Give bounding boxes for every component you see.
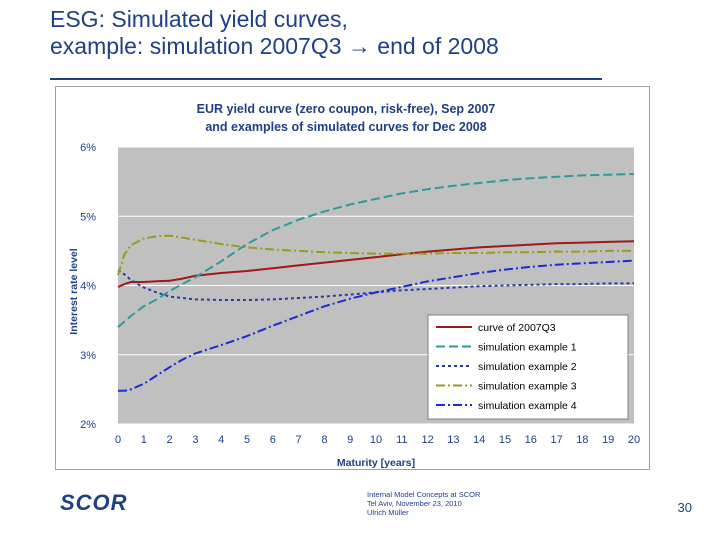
- x-tick-label: 19: [602, 434, 614, 446]
- x-tick-label: 7: [296, 434, 302, 446]
- series-lines: [117, 173, 635, 392]
- legend-label: simulation example 1: [478, 342, 577, 354]
- series-line-4: [117, 234, 634, 276]
- x-tick-label: 2: [167, 434, 173, 446]
- page-number: 30: [677, 500, 692, 515]
- x-tick-label: 10: [370, 434, 382, 446]
- x-tick-label: 0: [115, 434, 121, 446]
- legend-label: simulation example 4: [478, 400, 577, 412]
- x-tick-label: 1: [141, 434, 147, 446]
- series-line-1: [117, 240, 635, 288]
- scor-logo-text: SCOR: [60, 490, 128, 515]
- slide-title: ESG: Simulated yield curves, example: si…: [50, 6, 670, 60]
- y-tick-label: 5%: [80, 211, 96, 223]
- x-tick-label: 13: [447, 434, 459, 446]
- gridlines: [118, 146, 634, 425]
- y-tick-label: 2%: [80, 419, 96, 431]
- x-tick-label: 12: [421, 434, 433, 446]
- x-tick-label: 16: [525, 434, 537, 446]
- x-axis-title: Maturity [years]: [337, 457, 415, 469]
- y-axis-ticks: 2% 3% 4% 5% 6%: [80, 142, 96, 431]
- x-tick-label: 15: [499, 434, 511, 446]
- chart-title-line-1: EUR yield curve (zero coupon, risk-free)…: [197, 102, 496, 116]
- chart-frame: EUR yield curve (zero coupon, risk-free)…: [55, 86, 650, 470]
- x-tick-label: 17: [550, 434, 562, 446]
- chart-title-line-2: and examples of simulated curves for Dec…: [205, 120, 486, 134]
- slide-title-line-2: example: simulation 2007Q3 → end of 2008: [50, 33, 499, 59]
- footer-info: Internal Model Concepts at SCOR Tel Aviv…: [367, 490, 527, 517]
- series-line-3: [117, 269, 634, 301]
- y-tick-label: 6%: [80, 142, 96, 154]
- x-tick-label: 8: [321, 434, 327, 446]
- footer-line-2: Tel Aviv, November 23, 2010: [367, 499, 462, 508]
- x-tick-label: 3: [192, 434, 198, 446]
- title-divider: [50, 78, 602, 80]
- footer-line-3: Ulrich Müller: [367, 508, 409, 517]
- legend-label: simulation example 2: [478, 361, 577, 373]
- y-axis-title: Interest rate level: [68, 248, 80, 334]
- x-tick-label: 6: [270, 434, 276, 446]
- legend-label: simulation example 3: [478, 381, 577, 393]
- y-tick-label: 3%: [80, 350, 96, 362]
- x-axis-ticks: 0 1 2 3 4 5 6 7 8 9 10 11 12 13 14 15 16 17 18 19 20: [115, 434, 640, 446]
- x-tick-label: 5: [244, 434, 250, 446]
- scor-logo: SCOR: [60, 490, 128, 515]
- x-tick-label: 14: [473, 434, 485, 446]
- yield-curve-chart: EUR yield curve (zero coupon, risk-free)…: [68, 102, 640, 469]
- slide-title-line-1: ESG: Simulated yield curves,: [50, 6, 348, 32]
- x-tick-label: 9: [347, 434, 353, 446]
- series-line-5: [118, 259, 635, 392]
- legend-label: curve of 2007Q3: [478, 322, 556, 334]
- x-tick-label: 11: [396, 434, 407, 446]
- chart-legend: curve of 2007Q3 simulation example 1 simul…: [427, 314, 629, 420]
- series-line-2: [117, 173, 635, 328]
- x-tick-label: 4: [218, 434, 224, 446]
- x-tick-label: 20: [628, 434, 640, 446]
- y-tick-label: 4%: [80, 281, 96, 293]
- x-tick-label: 18: [576, 434, 588, 446]
- footer-line-1: Internal Model Concepts at SCOR: [367, 490, 481, 499]
